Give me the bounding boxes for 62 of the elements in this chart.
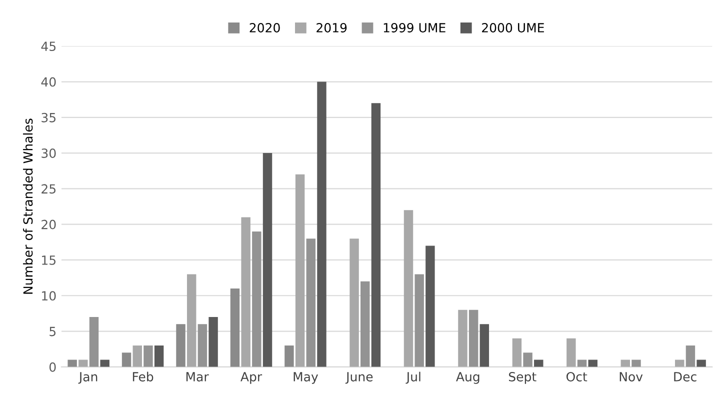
- bar: [458, 310, 468, 367]
- bar: [198, 324, 208, 367]
- legend-label: 2000 UME: [482, 22, 544, 32]
- x-tick-label: Apr: [240, 372, 262, 384]
- bar: [426, 246, 435, 367]
- bar: [632, 360, 641, 367]
- bar: [252, 231, 262, 367]
- bar: [230, 288, 240, 367]
- bar: [284, 346, 294, 367]
- bar: [262, 153, 272, 367]
- y-tick-label: 45: [41, 42, 56, 52]
- x-tick-label: Jul: [406, 372, 420, 384]
- x-tick-label: May: [294, 372, 318, 384]
- bar: [686, 346, 696, 367]
- bar: [371, 103, 381, 367]
- bar: [696, 360, 706, 367]
- x-tick-label: Jan: [78, 372, 98, 384]
- x-tick-label: Dec: [674, 372, 696, 382]
- bar: [78, 360, 88, 367]
- y-tick-label: 35: [42, 112, 56, 122]
- bar: [295, 174, 305, 367]
- y-tick-label: 40: [41, 77, 56, 87]
- x-tick-label: Nov: [620, 372, 643, 382]
- bar: [186, 274, 196, 367]
- bar: [317, 82, 326, 367]
- bar: [480, 324, 490, 367]
- bar: [306, 238, 316, 367]
- legend-label: 2020: [250, 22, 280, 32]
- bar: [512, 338, 522, 367]
- bar: [468, 310, 478, 367]
- bar: [122, 352, 132, 367]
- x-tick-label: Mar: [186, 372, 209, 382]
- bar: [414, 274, 424, 367]
- y-tick-label: 5: [50, 326, 56, 336]
- bar: [144, 346, 153, 367]
- bar: [360, 281, 370, 367]
- legend-label: 2019: [316, 22, 347, 32]
- x-tick-label: Aug: [456, 372, 480, 384]
- bar: [241, 217, 250, 367]
- bar: [132, 346, 142, 367]
- bar: [350, 238, 359, 367]
- y-axis-title: Number of Stranded Whales: [23, 118, 33, 294]
- y-tick-label: 0: [49, 362, 56, 372]
- x-tick-label: Sept: [508, 372, 536, 384]
- y-tick-label: 25: [42, 184, 56, 194]
- legend-label: 1999 UME: [384, 22, 446, 32]
- bar: [89, 317, 99, 367]
- y-tick-label: 30: [42, 148, 56, 158]
- bar: [68, 360, 77, 367]
- y-tick-label: 15: [42, 256, 56, 265]
- bar: [566, 338, 576, 367]
- bar: [100, 360, 110, 367]
- y-tick-label: 20: [42, 220, 56, 230]
- bar: [208, 317, 218, 367]
- y-tick-label: 10: [42, 291, 56, 301]
- bar: [404, 210, 414, 367]
- x-tick-label: June: [345, 372, 373, 384]
- bar: [176, 324, 186, 367]
- bar: [154, 346, 164, 367]
- bar: [523, 352, 532, 367]
- x-tick-label: Oct: [566, 372, 588, 382]
- x-tick-label: Feb: [132, 372, 154, 382]
